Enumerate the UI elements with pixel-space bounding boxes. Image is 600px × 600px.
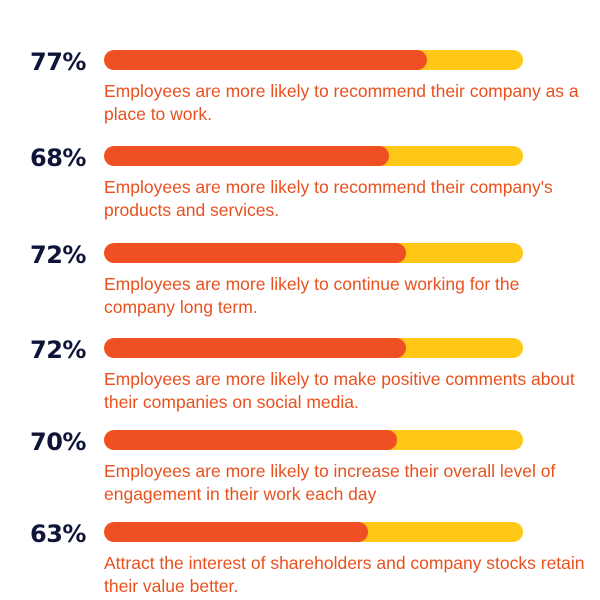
stat-description: Employees are more likely to recommend t… xyxy=(104,81,579,124)
stat-row: 77% Employees are more likely to recomme… xyxy=(0,48,600,140)
bar-track xyxy=(104,430,523,450)
stat-description: Employees are more likely to increase th… xyxy=(104,461,556,504)
bar-fill xyxy=(104,430,398,450)
stat-percent-label: 68% xyxy=(30,144,86,172)
stat-percent-label: 70% xyxy=(30,428,86,456)
stat-row: 72% Employees are more likely to continu… xyxy=(0,241,600,333)
stat-description: Employees are more likely to continue wo… xyxy=(104,274,520,317)
bar-fill xyxy=(104,338,406,358)
bar-track xyxy=(104,243,523,263)
bar-fill xyxy=(104,243,406,263)
stat-row: 70% Employees are more likely to increas… xyxy=(0,428,600,520)
stat-row: 72% Employees are more likely to make po… xyxy=(0,336,600,428)
bar-track xyxy=(104,522,523,542)
stat-percent-label: 63% xyxy=(30,520,86,548)
bar-track xyxy=(104,338,523,358)
stat-row: 63% Attract the interest of shareholders… xyxy=(0,520,600,600)
stat-percent-label: 72% xyxy=(30,336,86,364)
stat-description: Employees are more likely to recommend t… xyxy=(104,177,553,220)
stat-percent-label: 77% xyxy=(30,48,86,76)
stat-description: Employees are more likely to make positi… xyxy=(104,369,575,412)
stat-description: Attract the interest of shareholders and… xyxy=(104,553,585,596)
bar-fill xyxy=(104,50,427,70)
bar-track xyxy=(104,50,523,70)
bar-fill xyxy=(104,522,368,542)
bar-fill xyxy=(104,146,389,166)
stat-percent-label: 72% xyxy=(30,241,86,269)
bar-track xyxy=(104,146,523,166)
stat-row: 68% Employees are more likely to recomme… xyxy=(0,144,600,236)
